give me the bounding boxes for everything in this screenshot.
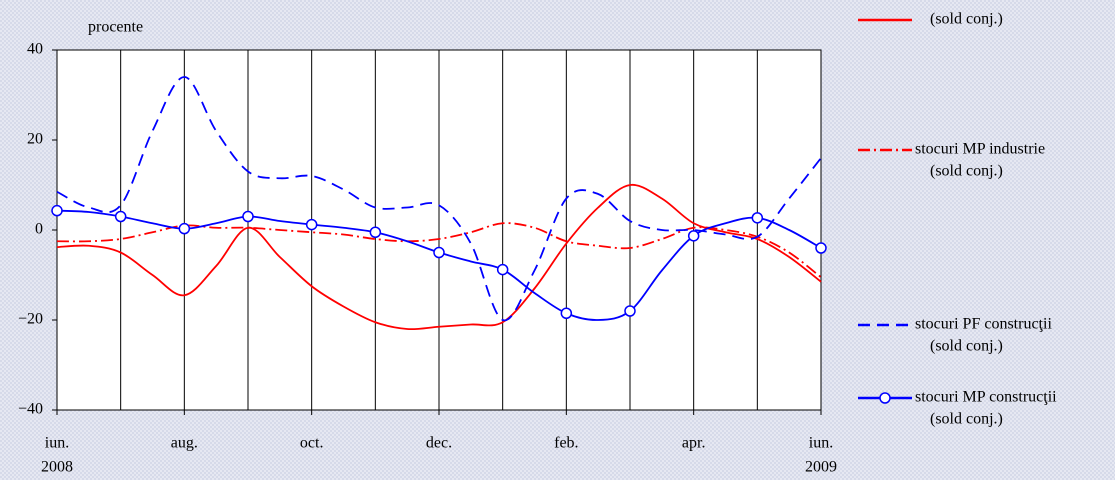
legend-label: (sold conj.) bbox=[930, 411, 1003, 428]
legend-label: (sold conj.) bbox=[930, 338, 1003, 355]
legend-label: (sold conj.) bbox=[930, 11, 1003, 28]
x-tick-label: aug. bbox=[171, 435, 198, 452]
legend-marker bbox=[879, 392, 891, 404]
y-tick-label: −40 bbox=[18, 401, 43, 418]
y-tick-label: 40 bbox=[27, 41, 43, 58]
point-marker bbox=[496, 263, 509, 276]
point-marker bbox=[624, 305, 636, 317]
x-tick-label: dec. bbox=[426, 435, 452, 452]
year-label: 2008 bbox=[41, 459, 73, 476]
point-marker bbox=[305, 218, 318, 231]
legend-label: stocuri PF construcţii bbox=[915, 316, 1052, 333]
point-marker bbox=[369, 226, 382, 238]
x-tick-label: apr. bbox=[682, 435, 706, 452]
y-tick-label: 20 bbox=[27, 131, 43, 148]
year-label: 2009 bbox=[805, 459, 837, 476]
point-marker bbox=[687, 230, 700, 242]
y-axis-label: procente bbox=[88, 19, 143, 36]
point-marker bbox=[560, 307, 573, 319]
point-marker bbox=[815, 242, 827, 254]
point-marker bbox=[114, 210, 127, 223]
x-tick-label: oct. bbox=[300, 435, 324, 452]
y-tick-label: 0 bbox=[35, 221, 43, 238]
point-marker bbox=[433, 246, 445, 259]
series-line bbox=[56, 76, 822, 322]
x-tick-label: iun. bbox=[809, 435, 833, 452]
x-tick-label: iun. bbox=[45, 435, 69, 452]
legend-label: stocuri MP construcţii bbox=[915, 389, 1057, 406]
legend-label: stocuri MP industrie bbox=[915, 141, 1045, 158]
series-line bbox=[56, 183, 822, 331]
point-marker bbox=[51, 204, 63, 217]
point-marker bbox=[242, 210, 254, 223]
legend-label: (sold conj.) bbox=[930, 163, 1003, 180]
point-marker bbox=[178, 222, 191, 235]
point-marker bbox=[751, 212, 764, 224]
series-line bbox=[56, 222, 822, 278]
x-tick-label: feb. bbox=[554, 435, 578, 452]
y-tick-label: −20 bbox=[18, 311, 43, 328]
